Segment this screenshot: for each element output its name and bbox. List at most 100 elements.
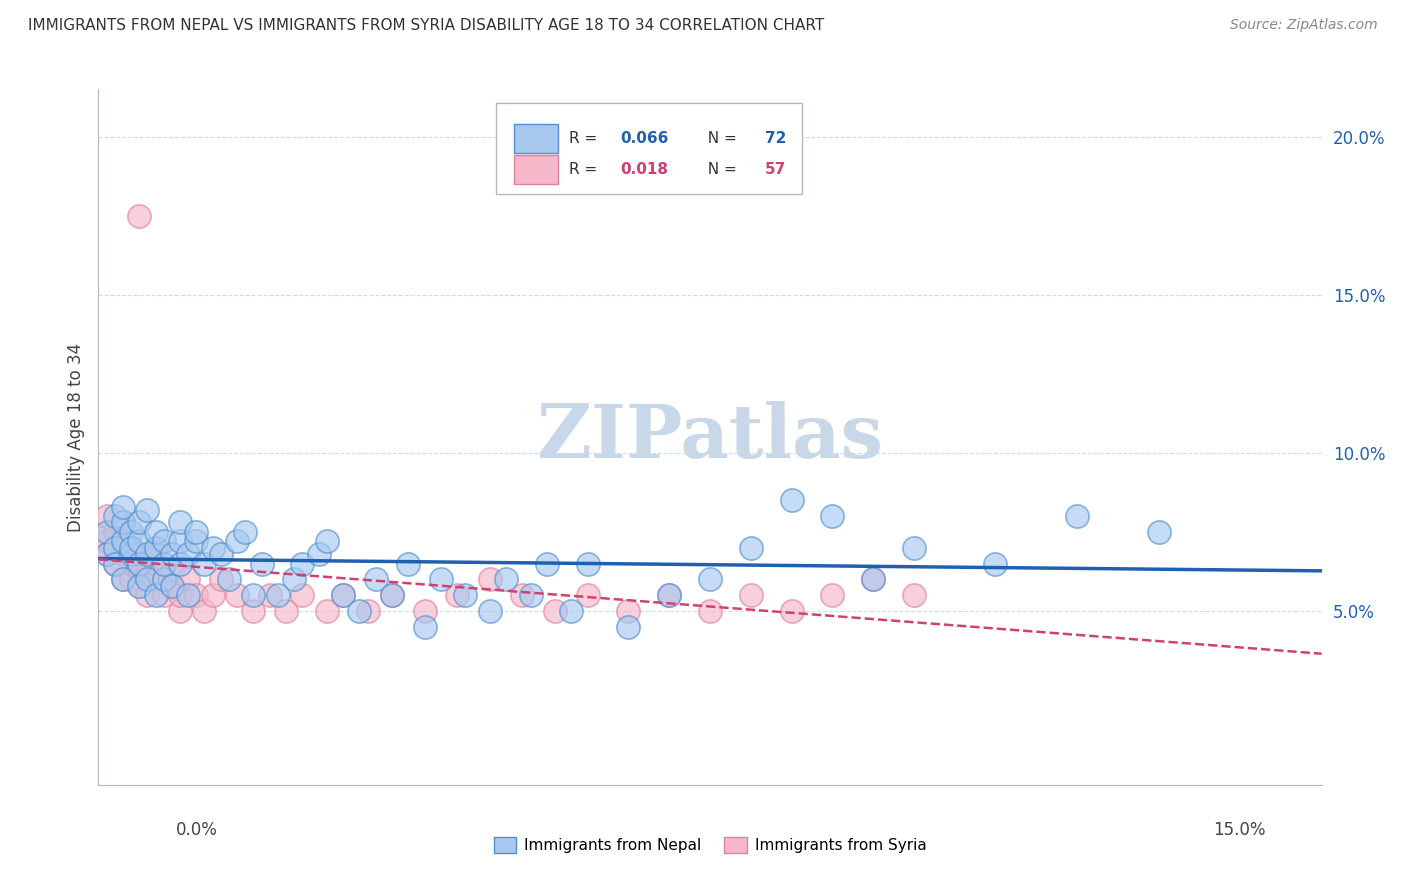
Point [740, 588, 762, 602]
Text: 0.066: 0.066 [620, 131, 669, 145]
Point [152, 573, 174, 587]
Point [381, 588, 404, 602]
Point [91, 531, 114, 545]
Point [536, 557, 558, 571]
Text: R =: R = [569, 131, 603, 145]
Point [104, 557, 127, 571]
Point [104, 557, 127, 571]
Text: 0.018: 0.018 [620, 161, 669, 177]
Point [193, 604, 215, 618]
Point [177, 588, 200, 602]
Point [478, 604, 501, 618]
Point [332, 588, 354, 602]
Point [1147, 524, 1170, 539]
Point [291, 588, 314, 602]
Point [145, 557, 167, 571]
Point [152, 588, 174, 602]
Point [145, 541, 167, 555]
Point [201, 588, 224, 602]
Point [291, 557, 314, 571]
Point [128, 557, 150, 571]
Text: N =: N = [697, 131, 741, 145]
FancyBboxPatch shape [496, 103, 801, 194]
Point [145, 588, 167, 602]
Point [96, 509, 118, 524]
Point [446, 588, 468, 602]
Point [576, 557, 599, 571]
Point [699, 573, 721, 587]
Point [111, 573, 134, 587]
Point [186, 588, 208, 602]
Point [413, 604, 436, 618]
Point [430, 573, 453, 587]
Point [821, 588, 844, 602]
Point [186, 534, 208, 549]
Point [160, 579, 183, 593]
Point [136, 573, 159, 587]
Point [226, 588, 249, 602]
Point [226, 534, 249, 549]
Point [308, 547, 330, 561]
Point [145, 541, 167, 555]
Point [104, 541, 127, 555]
Point [242, 588, 264, 602]
Point [332, 588, 354, 602]
Point [984, 557, 1007, 571]
Point [128, 563, 150, 577]
Point [111, 516, 134, 530]
Point [364, 573, 387, 587]
Point [903, 588, 925, 602]
Point [169, 588, 191, 602]
Point [862, 573, 884, 587]
Text: R =: R = [569, 161, 603, 177]
Point [104, 524, 127, 539]
Point [283, 573, 305, 587]
FancyBboxPatch shape [515, 154, 558, 184]
Point [120, 547, 142, 561]
Point [177, 573, 200, 587]
Point [136, 566, 159, 580]
Point [250, 557, 273, 571]
Point [315, 604, 337, 618]
Point [478, 573, 501, 587]
Point [128, 579, 150, 593]
Point [242, 604, 264, 618]
Point [821, 509, 844, 524]
Point [169, 516, 191, 530]
Point [111, 547, 134, 561]
Point [96, 547, 118, 561]
Text: IMMIGRANTS FROM NEPAL VS IMMIGRANTS FROM SYRIA DISABILITY AGE 18 TO 34 CORRELATI: IMMIGRANTS FROM NEPAL VS IMMIGRANTS FROM… [28, 18, 824, 33]
Point [780, 604, 803, 618]
Point [128, 516, 150, 530]
Point [495, 573, 517, 587]
Point [111, 516, 134, 530]
Text: ZIPatlas: ZIPatlas [537, 401, 883, 474]
Point [128, 209, 150, 223]
Legend: Immigrants from Nepal, Immigrants from Syria: Immigrants from Nepal, Immigrants from S… [488, 830, 932, 859]
Point [576, 588, 599, 602]
Point [544, 604, 567, 618]
Point [259, 588, 281, 602]
Point [169, 534, 191, 549]
Point [120, 573, 142, 587]
Point [152, 557, 174, 571]
Point [560, 604, 582, 618]
Point [111, 531, 134, 545]
Point [267, 588, 290, 602]
Point [780, 493, 803, 508]
Point [413, 620, 436, 634]
Text: 0.0%: 0.0% [176, 821, 218, 838]
Point [128, 547, 150, 561]
Point [169, 557, 191, 571]
Point [233, 524, 256, 539]
Point [96, 534, 118, 549]
Point [658, 588, 681, 602]
Point [512, 588, 534, 602]
Point [104, 541, 127, 555]
Point [177, 547, 200, 561]
Point [209, 547, 232, 561]
Point [160, 579, 183, 593]
Point [1066, 509, 1088, 524]
Point [160, 563, 183, 577]
Point [145, 573, 167, 587]
